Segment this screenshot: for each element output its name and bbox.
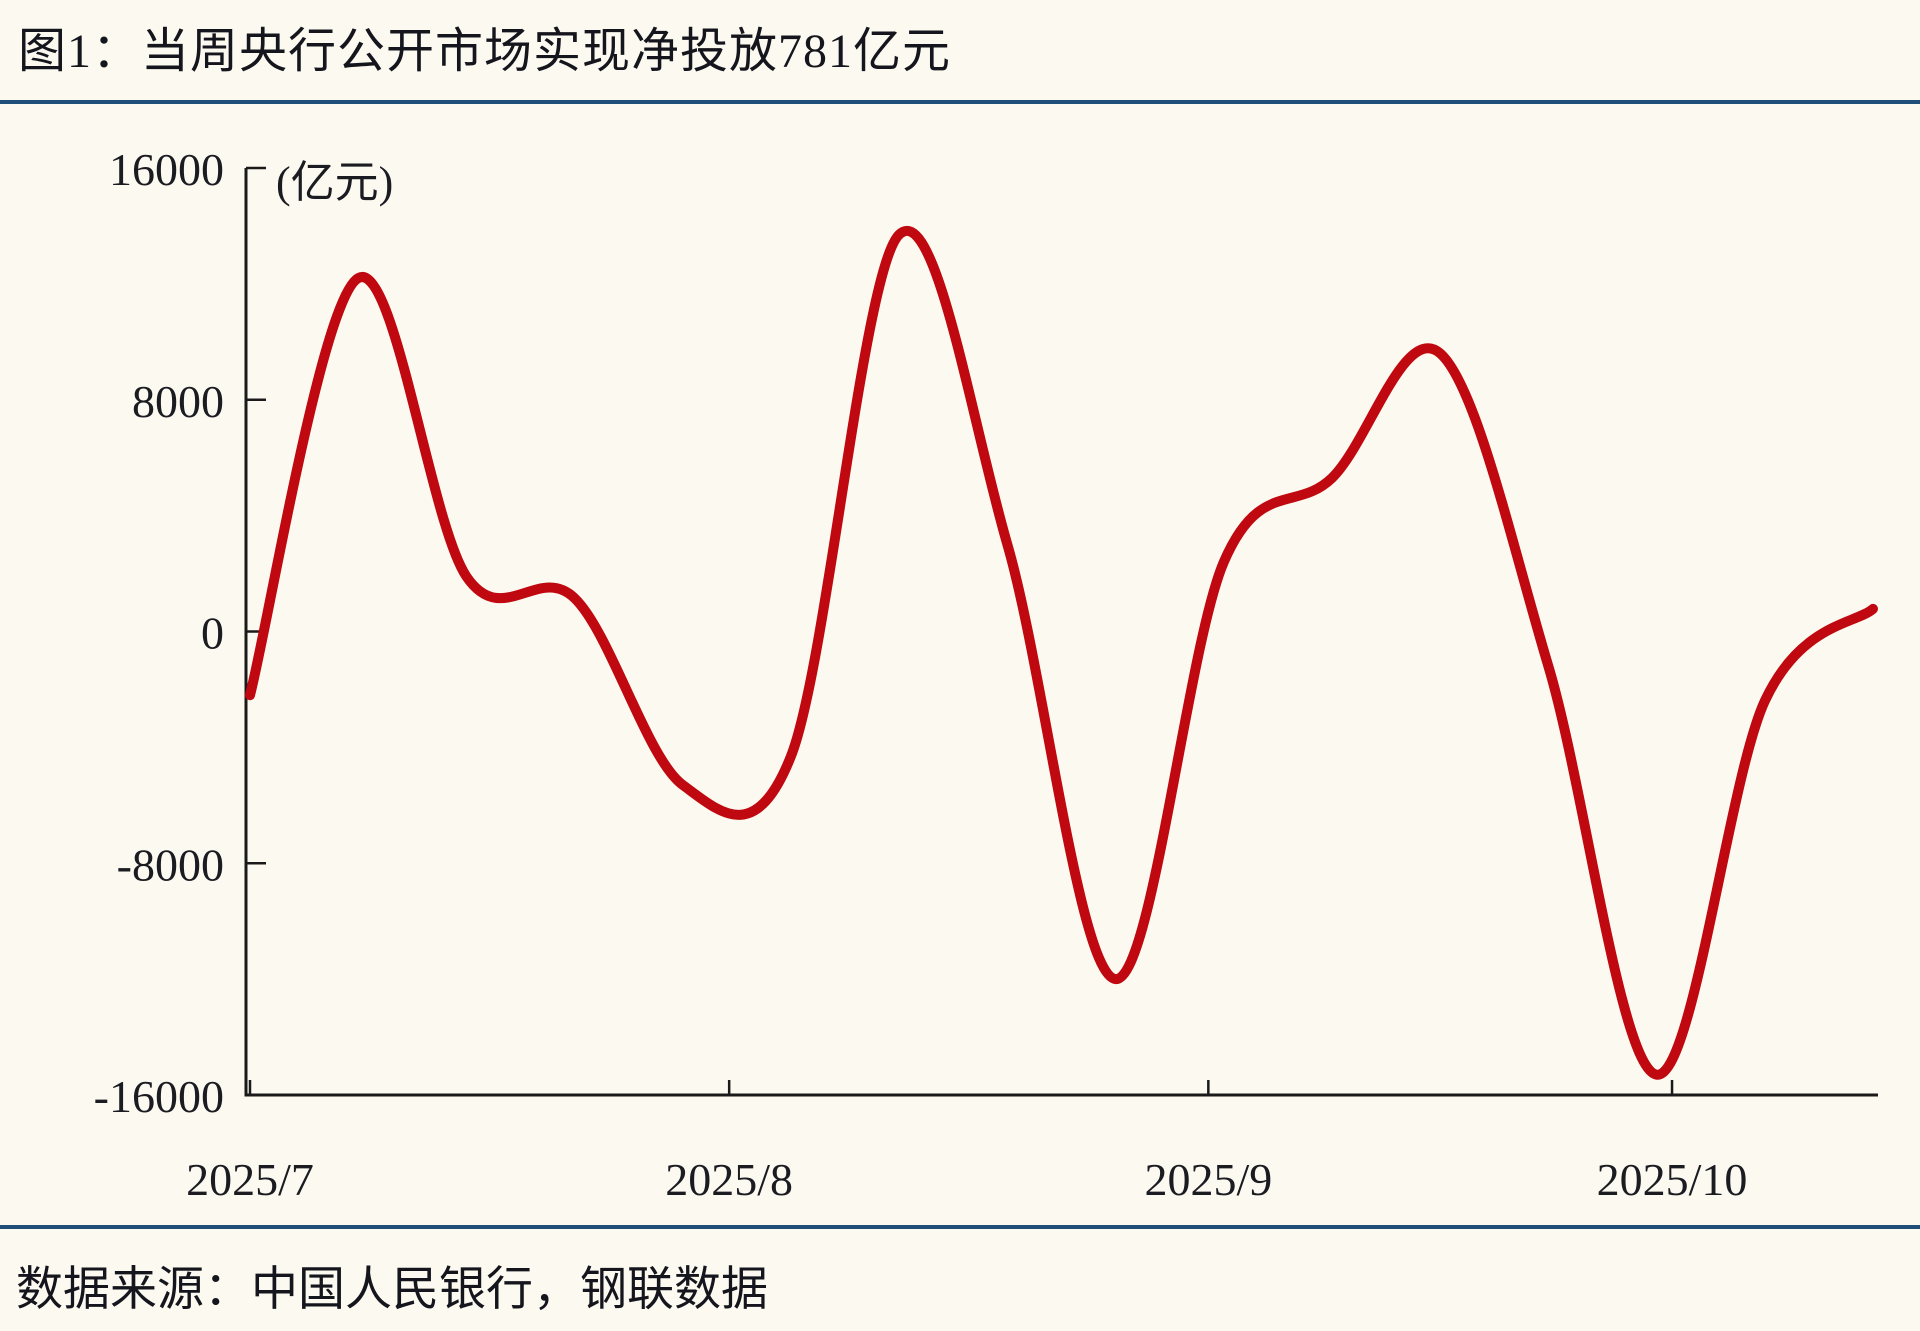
- net-injection-series-line: [245, 226, 1878, 1080]
- x-tick-label: 2025/10: [1597, 1154, 1748, 1205]
- figure-title: 图1：当周央行公开市场实现净投放781亿元: [18, 25, 952, 78]
- y-tick-label: -8000: [117, 839, 224, 890]
- axes: [244, 168, 1878, 1097]
- data-source: 数据来源：中国人民银行，钢联数据: [16, 1264, 768, 1316]
- y-tick-label: 16000: [109, 144, 224, 195]
- x-tick-label: 2025/7: [186, 1154, 314, 1205]
- x-tick-label: 2025/9: [1144, 1154, 1272, 1205]
- x-tick-label: 2025/8: [665, 1154, 793, 1205]
- y-tick-label: 8000: [132, 376, 224, 427]
- y-tick-label: -16000: [94, 1071, 224, 1122]
- bottom-divider: [0, 1225, 1920, 1229]
- y-tick-label: 0: [201, 608, 224, 659]
- top-divider: [0, 100, 1920, 104]
- y-axis-unit-label: (亿元): [276, 158, 394, 207]
